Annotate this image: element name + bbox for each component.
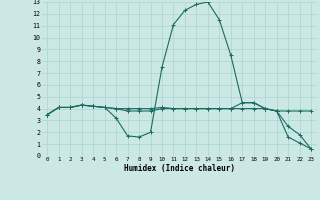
X-axis label: Humidex (Indice chaleur): Humidex (Indice chaleur) [124,164,235,173]
